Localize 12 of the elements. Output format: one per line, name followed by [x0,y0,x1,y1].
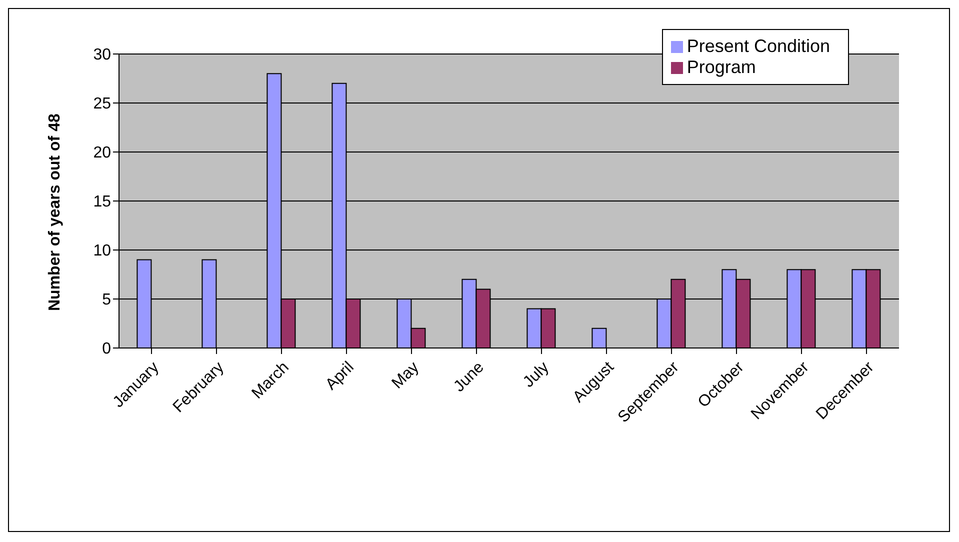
y-tick-label: 10 [93,242,112,260]
y-tick-label: 30 [93,46,112,64]
y-tick-label: 25 [93,96,112,113]
y-tick-label: 20 [93,144,112,162]
y-tick-label: 15 [93,194,112,211]
y-tick-label: 5 [102,292,112,309]
x-tick-label: July [520,358,552,391]
y-axis-title: Number of years out of 48 [46,114,64,311]
legend-label: Program [686,57,756,77]
legend-label: Present Condition [686,36,830,56]
y-tick-label: 0 [102,340,112,358]
x-tick-label: May [388,358,422,392]
